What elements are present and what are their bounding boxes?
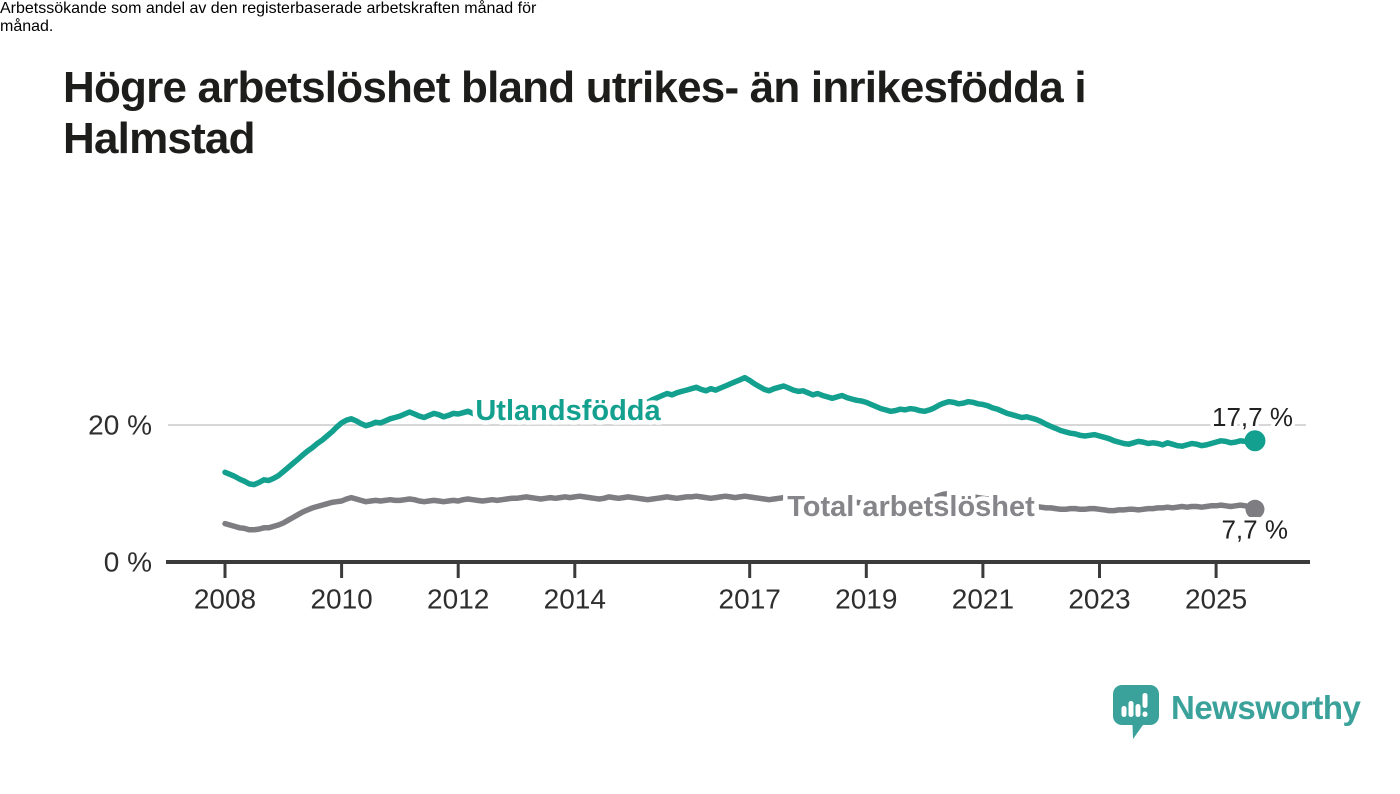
x-tick-label: 2023 (1068, 584, 1130, 615)
y-tick-label: 0 % (104, 547, 152, 578)
x-tick-label: 2014 (544, 584, 606, 615)
series-endpoint-dot (1244, 430, 1266, 452)
page-title: Högre arbetslöshet bland utrikes- än inr… (63, 62, 1363, 164)
x-tick-label: 2025 (1185, 584, 1247, 615)
series-label-utlandsfodda: Utlandsfödda (475, 395, 661, 427)
series-end-value-label: 7,7 % (1221, 514, 1288, 544)
x-tick-label: 2017 (719, 584, 781, 615)
speech-bubble-bar-chart-icon (1113, 685, 1159, 739)
series-endpoint-dot (1245, 499, 1265, 519)
x-tick-label: 2021 (952, 584, 1014, 615)
y-tick-label: 20 % (88, 410, 152, 441)
title-line-1: Högre arbetslöshet bland utrikes- än inr… (63, 63, 1087, 112)
x-tick-label: 2010 (310, 584, 372, 615)
series-label-total: Total arbetslöshet (787, 491, 1035, 523)
x-tick-label: 2008 (194, 584, 256, 615)
title-line-2: Halmstad (63, 114, 255, 163)
x-tick-label: 2019 (835, 584, 897, 615)
subtitle-line-2: månad. (0, 18, 54, 35)
newsworthy-wordmark: Newsworthy (1171, 689, 1361, 726)
series-line-utlandsfodda (222, 374, 1258, 488)
series-line-total (222, 490, 1258, 533)
series-end-value-label: 17,7 % (1212, 402, 1293, 432)
x-tick-label: 2012 (427, 584, 489, 615)
newsworthy-logo: Newsworthy (1112, 684, 1361, 742)
subtitle-line-1: Arbetssökande som andel av den registerb… (0, 0, 537, 17)
